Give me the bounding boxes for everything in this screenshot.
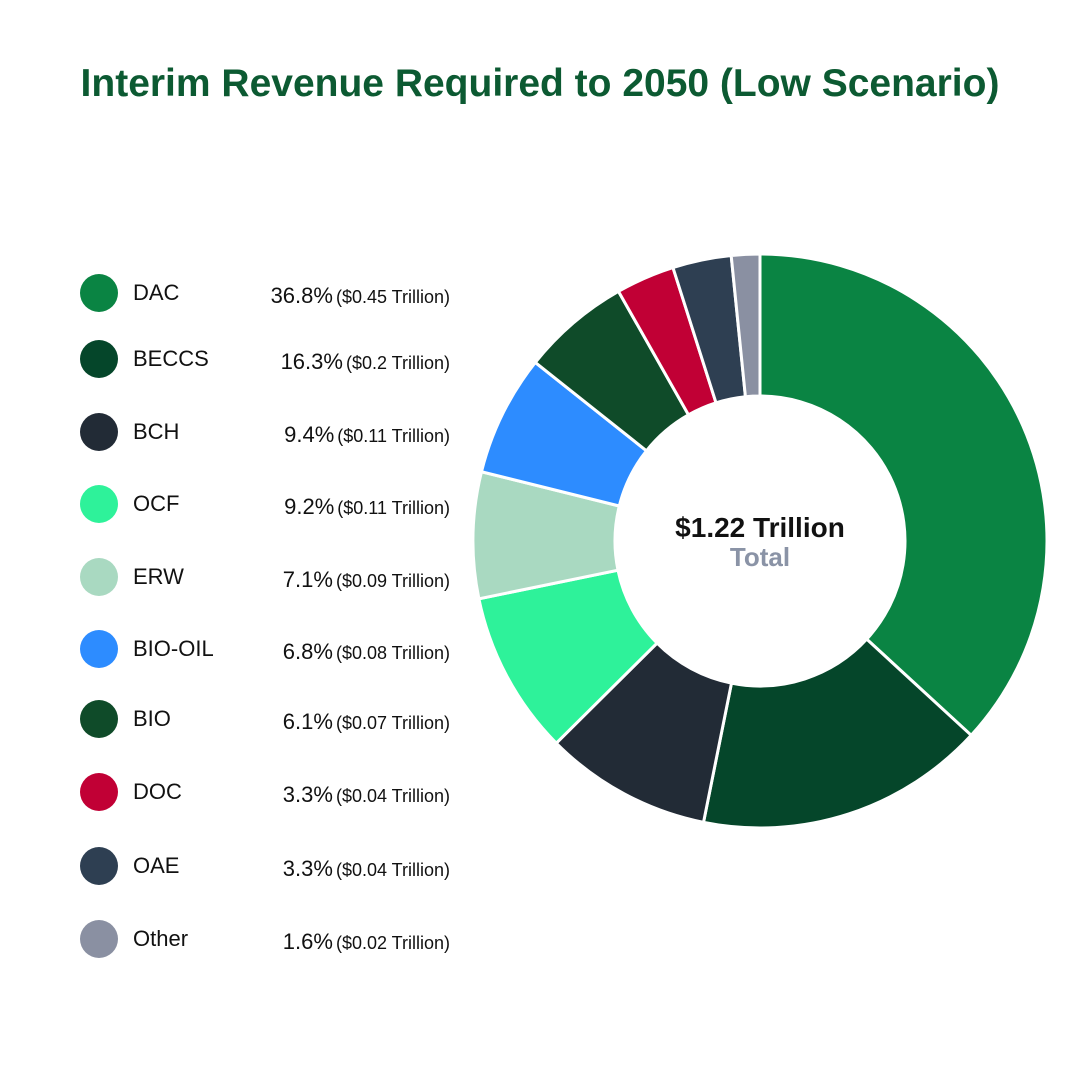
donut-chart (460, 240, 1060, 840)
legend-amount: ($0.11 Trillion) (337, 498, 450, 518)
legend-item: BIO 6.1% ($0.07 Trillion) (80, 698, 480, 742)
legend-value: 1.6% ($0.02 Trillion) (230, 929, 450, 955)
legend-percent: 9.2% (284, 494, 335, 519)
legend-value: 3.3% ($0.04 Trillion) (230, 782, 450, 808)
legend-label: OCF (133, 491, 180, 516)
legend-label: BIO-OIL (133, 636, 214, 661)
legend-item: BCH 9.4% ($0.11 Trillion) (80, 411, 480, 455)
legend-percent: 16.3% (280, 349, 343, 374)
legend-swatch (80, 700, 118, 738)
legend-value: 9.2% ($0.11 Trillion) (230, 494, 450, 520)
legend-label: BIO (133, 706, 171, 731)
legend-swatch (80, 847, 118, 885)
legend-item: ERW 7.1% ($0.09 Trillion) (80, 556, 480, 600)
legend-item: BIO-OIL 6.8% ($0.08 Trillion) (80, 628, 480, 672)
legend-percent: 6.1% (282, 709, 333, 734)
legend-label: BCH (133, 419, 180, 444)
legend-value: 3.3% ($0.04 Trillion) (230, 856, 450, 882)
legend-percent: 7.1% (282, 567, 333, 592)
legend-label: Other (133, 926, 189, 951)
legend-amount: ($0.04 Trillion) (335, 860, 450, 880)
legend-percent: 36.8% (270, 283, 333, 308)
legend-percent: 3.3% (282, 856, 333, 881)
legend-amount: ($0.11 Trillion) (337, 426, 450, 446)
legend-swatch (80, 274, 118, 312)
legend-value: 36.8% ($0.45 Trillion) (230, 283, 450, 309)
legend-label: BECCS (133, 346, 209, 371)
donut-slice-other (729, 252, 762, 399)
legend-value: 6.8% ($0.08 Trillion) (230, 639, 450, 665)
legend-item: DAC 36.8% ($0.45 Trillion) (80, 272, 480, 316)
legend-label: DAC (133, 280, 180, 305)
legend-swatch (80, 558, 118, 596)
legend-swatch (80, 485, 118, 523)
legend-swatch (80, 413, 118, 451)
legend-value: 6.1% ($0.07 Trillion) (230, 709, 450, 735)
legend-item: Other 1.6% ($0.02 Trillion) (80, 918, 480, 962)
center-total-label: Total (729, 542, 791, 572)
legend-swatch (80, 920, 118, 958)
legend-percent: 6.8% (282, 639, 333, 664)
legend-amount: ($0.45 Trillion) (335, 287, 450, 307)
donut-slice-dac (758, 252, 1049, 738)
legend-percent: 3.3% (282, 782, 333, 807)
legend-value: 9.4% ($0.11 Trillion) (230, 422, 450, 448)
donut-svg (471, 252, 1049, 830)
legend-amount: ($0.04 Trillion) (335, 786, 450, 806)
legend-label: OAE (133, 853, 180, 878)
legend-swatch (80, 340, 118, 378)
legend-item: OAE 3.3% ($0.04 Trillion) (80, 845, 480, 889)
legend-amount: ($0.2 Trillion) (345, 353, 450, 373)
legend-value: 7.1% ($0.09 Trillion) (230, 567, 450, 593)
legend-item: BECCS 16.3% ($0.2 Trillion) (80, 338, 480, 382)
legend-label: DOC (133, 779, 182, 804)
legend-amount: ($0.09 Trillion) (335, 571, 450, 591)
legend-value: 16.3% ($0.2 Trillion) (230, 349, 450, 375)
donut-slice-beccs (701, 637, 974, 830)
legend-amount: ($0.08 Trillion) (335, 643, 450, 663)
legend-percent: 9.4% (284, 422, 335, 447)
legend-label: ERW (133, 564, 184, 589)
legend-percent: 1.6% (282, 929, 333, 954)
legend-swatch (80, 773, 118, 811)
legend-swatch (80, 630, 118, 668)
chart-title: Interim Revenue Required to 2050 (Low Sc… (80, 62, 1000, 105)
legend-item: OCF 9.2% ($0.11 Trillion) (80, 483, 480, 527)
legend-amount: ($0.07 Trillion) (335, 713, 450, 733)
legend-item: DOC 3.3% ($0.04 Trillion) (80, 771, 480, 815)
center-total-value: $1.22 Trillion (675, 512, 845, 543)
legend-amount: ($0.02 Trillion) (335, 933, 450, 953)
